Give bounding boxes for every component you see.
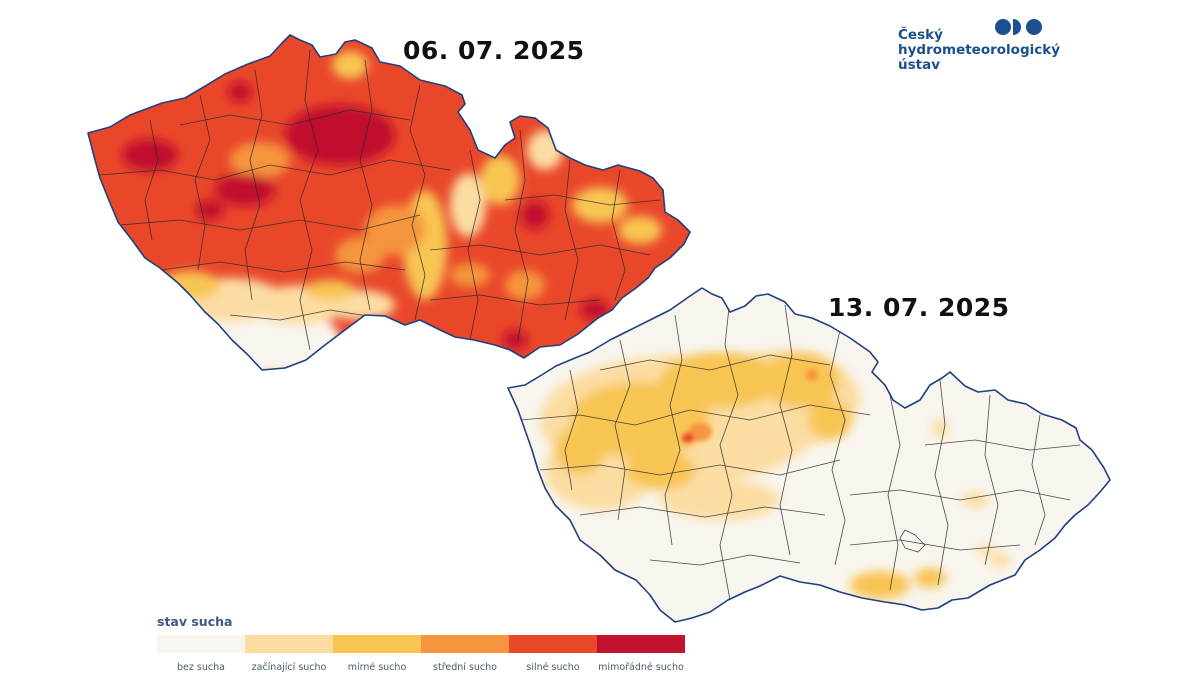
legend-label: mírné sucho	[347, 662, 407, 673]
legend-swatch	[421, 635, 509, 653]
legend-label: mimořádné sucho	[598, 662, 684, 673]
legend-swatch	[245, 635, 333, 653]
map-date-label: 13. 07. 2025	[828, 293, 1010, 322]
logo-line-1: Český	[898, 27, 943, 43]
legend-swatch	[509, 635, 597, 653]
legend-item-bez-sucha: bez sucha	[157, 635, 245, 673]
legend-item-mirne-sucho: mírné sucho	[333, 635, 421, 673]
legend-item-zacinajici-sucho: začínající sucho	[245, 635, 333, 673]
map-date-label: 06. 07. 2025	[403, 36, 585, 65]
legend-label: silné sucho	[526, 662, 580, 673]
legend-label: střední sucho	[433, 662, 497, 673]
legend: stav sucha bez sucha začínající sucho mí…	[157, 614, 685, 673]
logo-line-2: hydrometeorologický	[898, 42, 1061, 58]
chmi-logo: Český hydrometeorologický ústav	[898, 18, 1060, 73]
legend-item-silne-sucho: silné sucho	[509, 635, 597, 673]
legend-title: stav sucha	[157, 614, 233, 629]
chmi-logo-mark-icon	[995, 19, 1042, 35]
legend-item-stredni-sucho: střední sucho	[421, 635, 509, 673]
logo-line-3: ústav	[898, 57, 941, 73]
legend-swatch	[157, 635, 245, 653]
legend-label: bez sucha	[177, 662, 225, 673]
legend-label: začínající sucho	[251, 662, 327, 673]
map-2025-07-06	[87, 34, 691, 371]
legend-swatch	[597, 635, 685, 653]
legend-swatch	[333, 635, 421, 653]
legend-item-mimoradne-sucho: mimořádné sucho	[597, 635, 685, 673]
legend-scale: bez sucha začínající sucho mírné sucho s…	[157, 635, 685, 673]
map-2025-07-13	[507, 287, 1111, 623]
